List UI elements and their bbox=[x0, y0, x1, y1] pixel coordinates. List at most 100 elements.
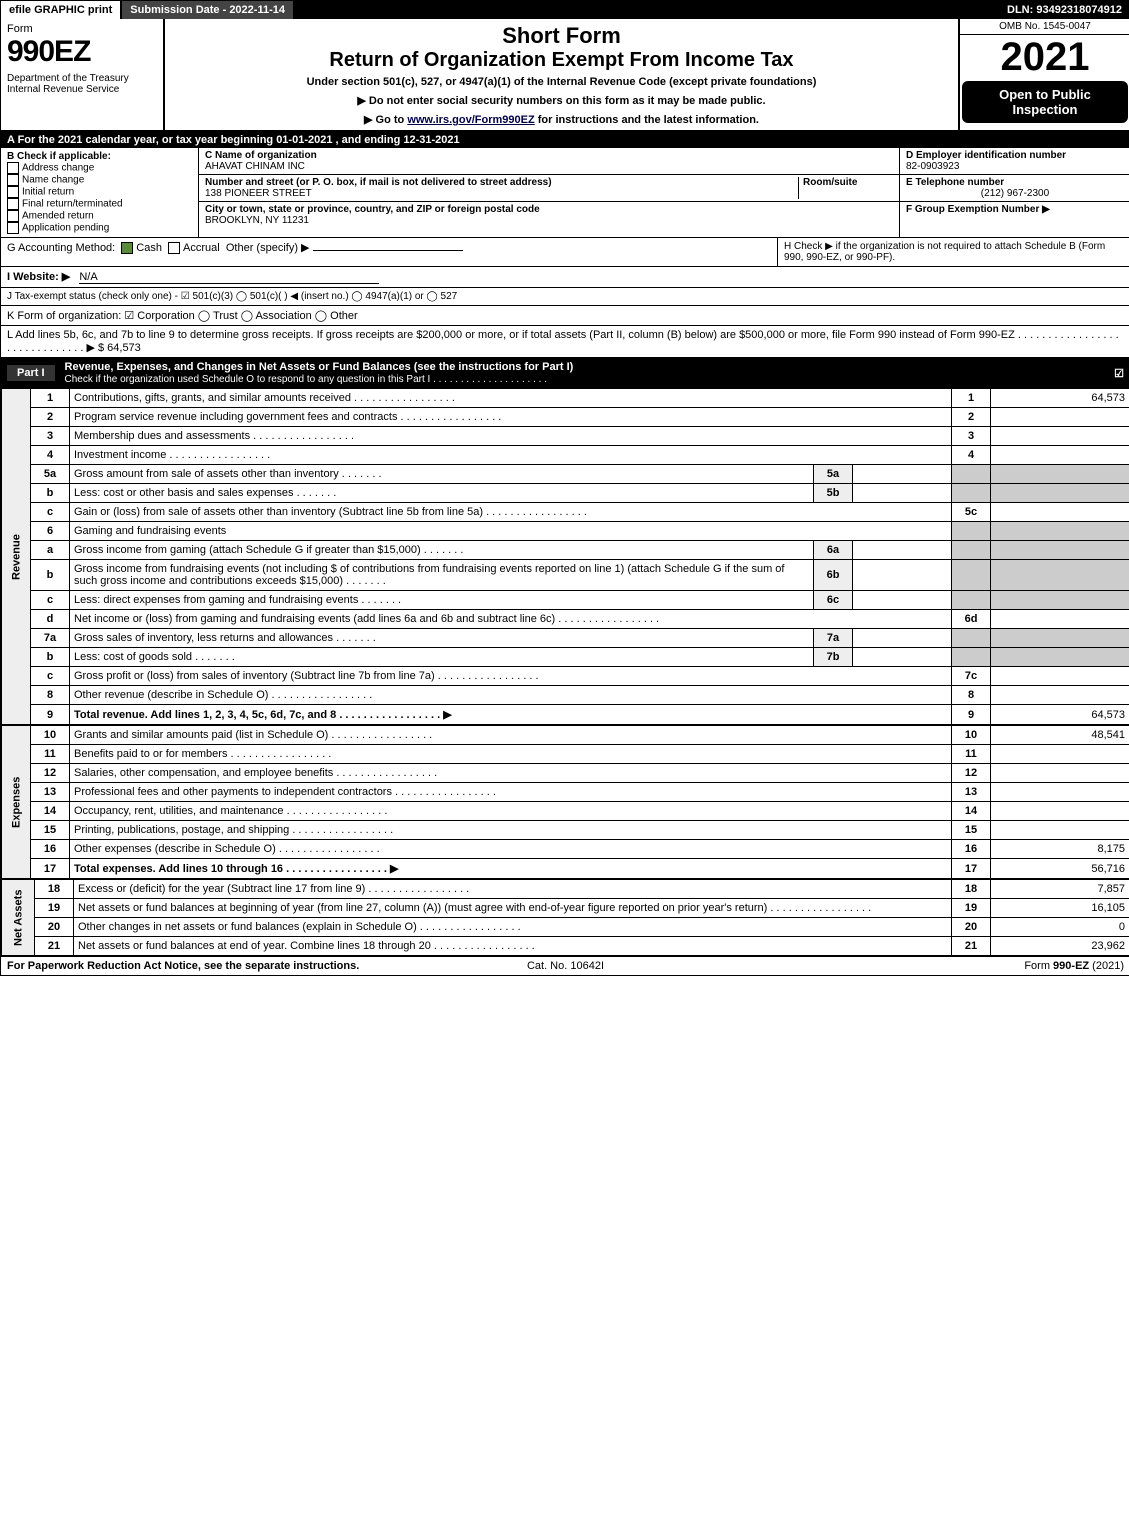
tax-year: 2021 bbox=[960, 35, 1129, 79]
section-b-title: B Check if applicable: bbox=[7, 151, 192, 162]
line-description: Gaming and fundraising events bbox=[70, 522, 952, 541]
line-row: 15Printing, publications, postage, and s… bbox=[2, 821, 1129, 840]
line-description: Less: direct expenses from gaming and fu… bbox=[70, 591, 814, 610]
check-accrual[interactable] bbox=[168, 242, 180, 254]
form-subtitle: Under section 501(c), 527, or 4947(a)(1)… bbox=[171, 76, 952, 88]
line-description: Salaries, other compensation, and employ… bbox=[70, 764, 952, 783]
line-i: I Website: ▶ N/A bbox=[1, 267, 1129, 288]
line-description: Other revenue (describe in Schedule O) .… bbox=[70, 686, 952, 705]
line-number: 21 bbox=[35, 937, 74, 956]
right-line-number: 9 bbox=[952, 705, 991, 725]
efile-print-label[interactable]: efile GRAPHIC print bbox=[1, 1, 122, 19]
sub-line-label: 7a bbox=[814, 629, 853, 648]
check-address-change[interactable]: Address change bbox=[7, 162, 192, 174]
line-number: 13 bbox=[31, 783, 70, 802]
line-number: 4 bbox=[31, 446, 70, 465]
right-line-number: 12 bbox=[952, 764, 991, 783]
right-num-grey bbox=[952, 484, 991, 503]
section-b-c-d: B Check if applicable: Address change Na… bbox=[1, 148, 1129, 238]
line-h-text: H Check ▶ if the organization is not req… bbox=[784, 241, 1105, 263]
right-line-number: 15 bbox=[952, 821, 991, 840]
right-line-value: 16,105 bbox=[991, 899, 1129, 918]
right-line-value: 0 bbox=[991, 918, 1129, 937]
sub-line-value bbox=[853, 484, 952, 503]
sub-line-value bbox=[853, 541, 952, 560]
line-row: 6Gaming and fundraising events bbox=[2, 522, 1129, 541]
group-exemption-label: F Group Exemption Number ▶ bbox=[906, 204, 1050, 215]
line-number: 7a bbox=[31, 629, 70, 648]
line-row: Net Assets18Excess or (deficit) for the … bbox=[2, 880, 1129, 899]
section-sidebar-label: Expenses bbox=[2, 726, 31, 879]
right-line-value bbox=[991, 667, 1129, 686]
line-number: 15 bbox=[31, 821, 70, 840]
line-row: 17Total expenses. Add lines 10 through 1… bbox=[2, 859, 1129, 879]
line-description: Printing, publications, postage, and shi… bbox=[70, 821, 952, 840]
line-number: 20 bbox=[35, 918, 74, 937]
line-description: Less: cost of goods sold . . . . . . . bbox=[70, 648, 814, 667]
line-row: 21Net assets or fund balances at end of … bbox=[2, 937, 1129, 956]
section-sidebar-label: Net Assets bbox=[2, 880, 35, 956]
phone-label: E Telephone number bbox=[906, 177, 1004, 188]
right-line-number: 16 bbox=[952, 840, 991, 859]
line-number: c bbox=[31, 503, 70, 522]
page-footer: For Paperwork Reduction Act Notice, see … bbox=[1, 956, 1129, 975]
right-line-value: 23,962 bbox=[991, 937, 1129, 956]
right-line-value bbox=[991, 802, 1129, 821]
line-number: b bbox=[31, 560, 70, 591]
line-row: 13Professional fees and other payments t… bbox=[2, 783, 1129, 802]
right-line-value bbox=[991, 686, 1129, 705]
line-description: Benefits paid to or for members . . . . … bbox=[70, 745, 952, 764]
right-line-number: 17 bbox=[952, 859, 991, 879]
line-number: 2 bbox=[31, 408, 70, 427]
right-line-value bbox=[991, 745, 1129, 764]
check-final-return[interactable]: Final return/terminated bbox=[7, 198, 192, 210]
right-line-value bbox=[991, 821, 1129, 840]
right-val-grey bbox=[991, 484, 1129, 503]
right-line-value: 56,716 bbox=[991, 859, 1129, 879]
part-i-label: Part I bbox=[7, 365, 55, 381]
line-number: c bbox=[31, 591, 70, 610]
right-line-value: 48,541 bbox=[991, 726, 1129, 745]
line-number: b bbox=[31, 648, 70, 667]
right-line-number: 14 bbox=[952, 802, 991, 821]
line-row: 7aGross sales of inventory, less returns… bbox=[2, 629, 1129, 648]
part-i-sub: Check if the organization used Schedule … bbox=[65, 374, 547, 385]
line-description: Gross sales of inventory, less returns a… bbox=[70, 629, 814, 648]
right-line-value: 64,573 bbox=[991, 389, 1129, 408]
right-line-value bbox=[991, 783, 1129, 802]
footer-left: For Paperwork Reduction Act Notice, see … bbox=[7, 960, 379, 972]
right-line-number: 4 bbox=[952, 446, 991, 465]
line-row: cGross profit or (loss) from sales of in… bbox=[2, 667, 1129, 686]
line-number: 11 bbox=[31, 745, 70, 764]
right-line-value: 64,573 bbox=[991, 705, 1129, 725]
goto-prefix: ▶ Go to bbox=[364, 114, 407, 126]
other-specify: Other (specify) ▶ bbox=[226, 242, 310, 254]
check-amended-return[interactable]: Amended return bbox=[7, 210, 192, 222]
street-label: Number and street (or P. O. box, if mail… bbox=[205, 177, 552, 188]
right-num-grey bbox=[952, 522, 991, 541]
line-description: Less: cost or other basis and sales expe… bbox=[70, 484, 814, 503]
right-num-grey bbox=[952, 465, 991, 484]
line-row: aGross income from gaming (attach Schedu… bbox=[2, 541, 1129, 560]
check-cash[interactable] bbox=[121, 242, 133, 254]
right-line-value bbox=[991, 503, 1129, 522]
street-value: 138 PIONEER STREET bbox=[205, 188, 312, 199]
line-description: Professional fees and other payments to … bbox=[70, 783, 952, 802]
check-initial-return[interactable]: Initial return bbox=[7, 186, 192, 198]
check-name-change[interactable]: Name change bbox=[7, 174, 192, 186]
submission-date: Submission Date - 2022-11-14 bbox=[122, 1, 295, 19]
part-i-check[interactable]: ☑ bbox=[1114, 367, 1124, 380]
line-number: 10 bbox=[31, 726, 70, 745]
irs-link[interactable]: www.irs.gov/Form990EZ bbox=[407, 114, 534, 126]
right-num-grey bbox=[952, 629, 991, 648]
line-description: Other expenses (describe in Schedule O) … bbox=[70, 840, 952, 859]
check-application-pending[interactable]: Application pending bbox=[7, 222, 192, 234]
line-number: a bbox=[31, 541, 70, 560]
right-val-grey bbox=[991, 465, 1129, 484]
right-line-number: 7c bbox=[952, 667, 991, 686]
ein-value: 82-0903923 bbox=[906, 161, 959, 172]
sub-line-label: 5a bbox=[814, 465, 853, 484]
sub-line-label: 6c bbox=[814, 591, 853, 610]
line-a: A For the 2021 calendar year, or tax yea… bbox=[1, 132, 1129, 148]
right-val-grey bbox=[991, 541, 1129, 560]
